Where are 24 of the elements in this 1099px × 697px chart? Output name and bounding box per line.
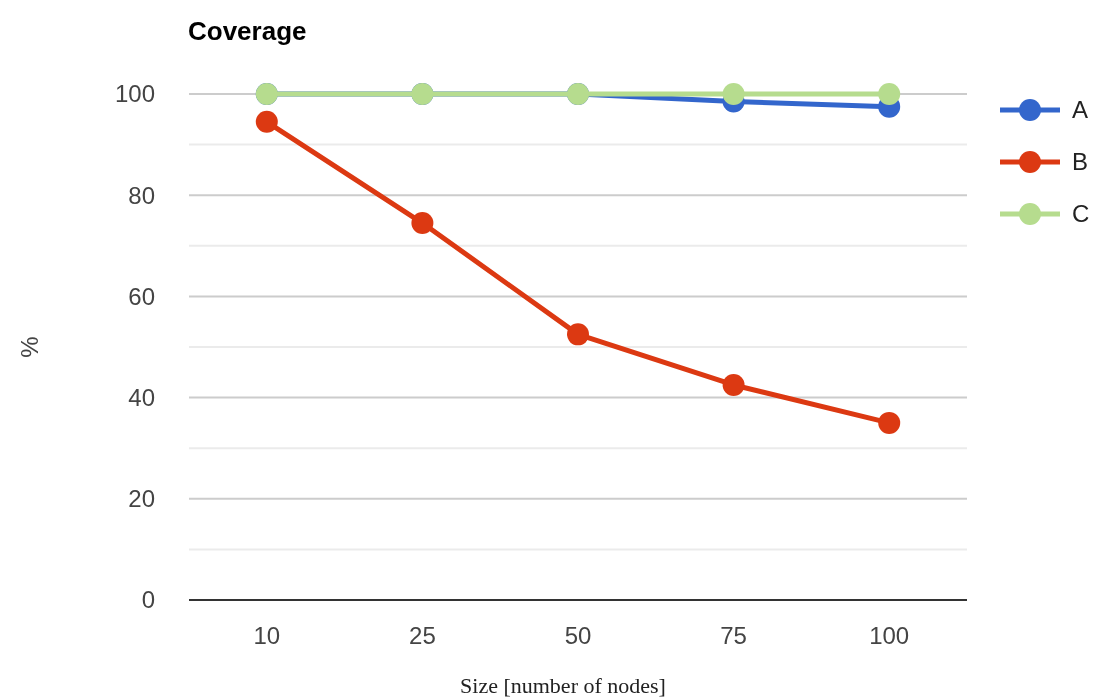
y-tick-label: 80 (128, 181, 155, 209)
point (722, 373, 745, 396)
y-axis-title: % (16, 336, 43, 358)
legend-label: A (1072, 96, 1089, 124)
point (878, 83, 901, 105)
legend-label: B (1072, 148, 1089, 176)
point (411, 212, 434, 235)
point (722, 83, 745, 105)
y-tick-label: 100 (114, 80, 155, 108)
y-tick-label: 60 (128, 282, 155, 310)
point (567, 323, 589, 346)
y-tick-label: 0 (141, 586, 155, 614)
x-tick-label: 25 (409, 622, 436, 649)
y-tick-label: 40 (128, 384, 155, 411)
x-tick-label: 100 (869, 622, 910, 649)
x-tick-label: 10 (253, 622, 281, 649)
point (878, 411, 901, 434)
legend-label: C (1072, 200, 1090, 228)
chart-title: Coverage (188, 16, 307, 46)
y-tick-label: 20 (128, 485, 155, 513)
x-tick-label: 75 (720, 622, 747, 649)
x-tick-label: 50 (564, 622, 592, 649)
point (255, 110, 278, 133)
x-axis-title: Size [number of nodes] (460, 673, 666, 697)
